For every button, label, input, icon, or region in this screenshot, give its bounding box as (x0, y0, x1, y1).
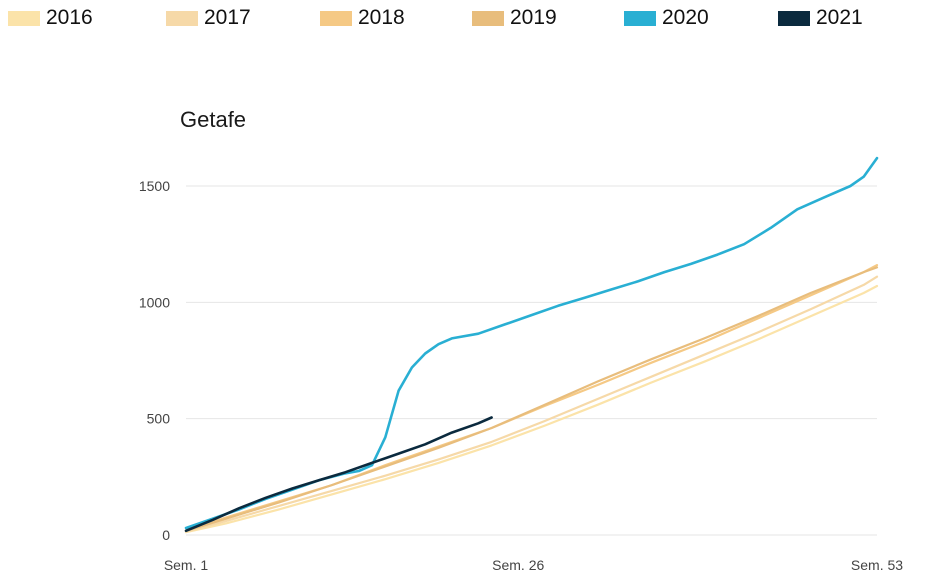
legend-swatch-2018 (320, 10, 352, 26)
legend-item-2020: 2020 (624, 6, 709, 30)
y-axis-ticks: 0 500 1000 1500 (139, 178, 170, 543)
x-tick-label-53: Sem. 53 (851, 557, 903, 573)
series-lines (184, 156, 879, 534)
legend-label-2021: 2021 (816, 6, 863, 29)
x-tick-label-1: Sem. 1 (164, 557, 209, 573)
chart-legend: 2016 2017 2018 2019 2020 2021 (0, 6, 933, 36)
legend-swatch-2016 (8, 10, 40, 26)
chart-title: Getafe (180, 107, 246, 132)
series-line-2021 (184, 416, 493, 533)
legend-swatch-2021 (778, 10, 810, 26)
y-tick-label-500: 500 (147, 411, 171, 427)
x-axis-ticks: Sem. 1 Sem. 26 Sem. 53 (164, 557, 903, 573)
legend-swatch-2017 (166, 10, 198, 26)
series-line-2019 (184, 266, 879, 532)
legend-label-2020: 2020 (662, 6, 709, 29)
legend-item-2017: 2017 (166, 6, 251, 30)
series-line-2020 (184, 156, 879, 530)
legend-swatch-2020 (624, 10, 656, 26)
legend-item-2021: 2021 (778, 6, 863, 30)
legend-item-2018: 2018 (320, 6, 405, 30)
legend-label-2017: 2017 (204, 6, 251, 29)
y-tick-label-1000: 1000 (139, 294, 170, 310)
legend-label-2019: 2019 (510, 6, 557, 29)
gridlines (186, 185, 877, 536)
legend-label-2018: 2018 (358, 6, 405, 29)
legend-label-2016: 2016 (46, 6, 93, 29)
legend-item-2019: 2019 (472, 6, 557, 30)
y-tick-label-1500: 1500 (139, 178, 170, 194)
x-tick-label-26: Sem. 26 (492, 557, 544, 573)
series-line-2017 (184, 275, 879, 533)
legend-swatch-2019 (472, 10, 504, 26)
y-tick-label-0: 0 (162, 527, 170, 543)
legend-item-2016: 2016 (8, 6, 93, 30)
series-line-2016 (184, 284, 879, 534)
